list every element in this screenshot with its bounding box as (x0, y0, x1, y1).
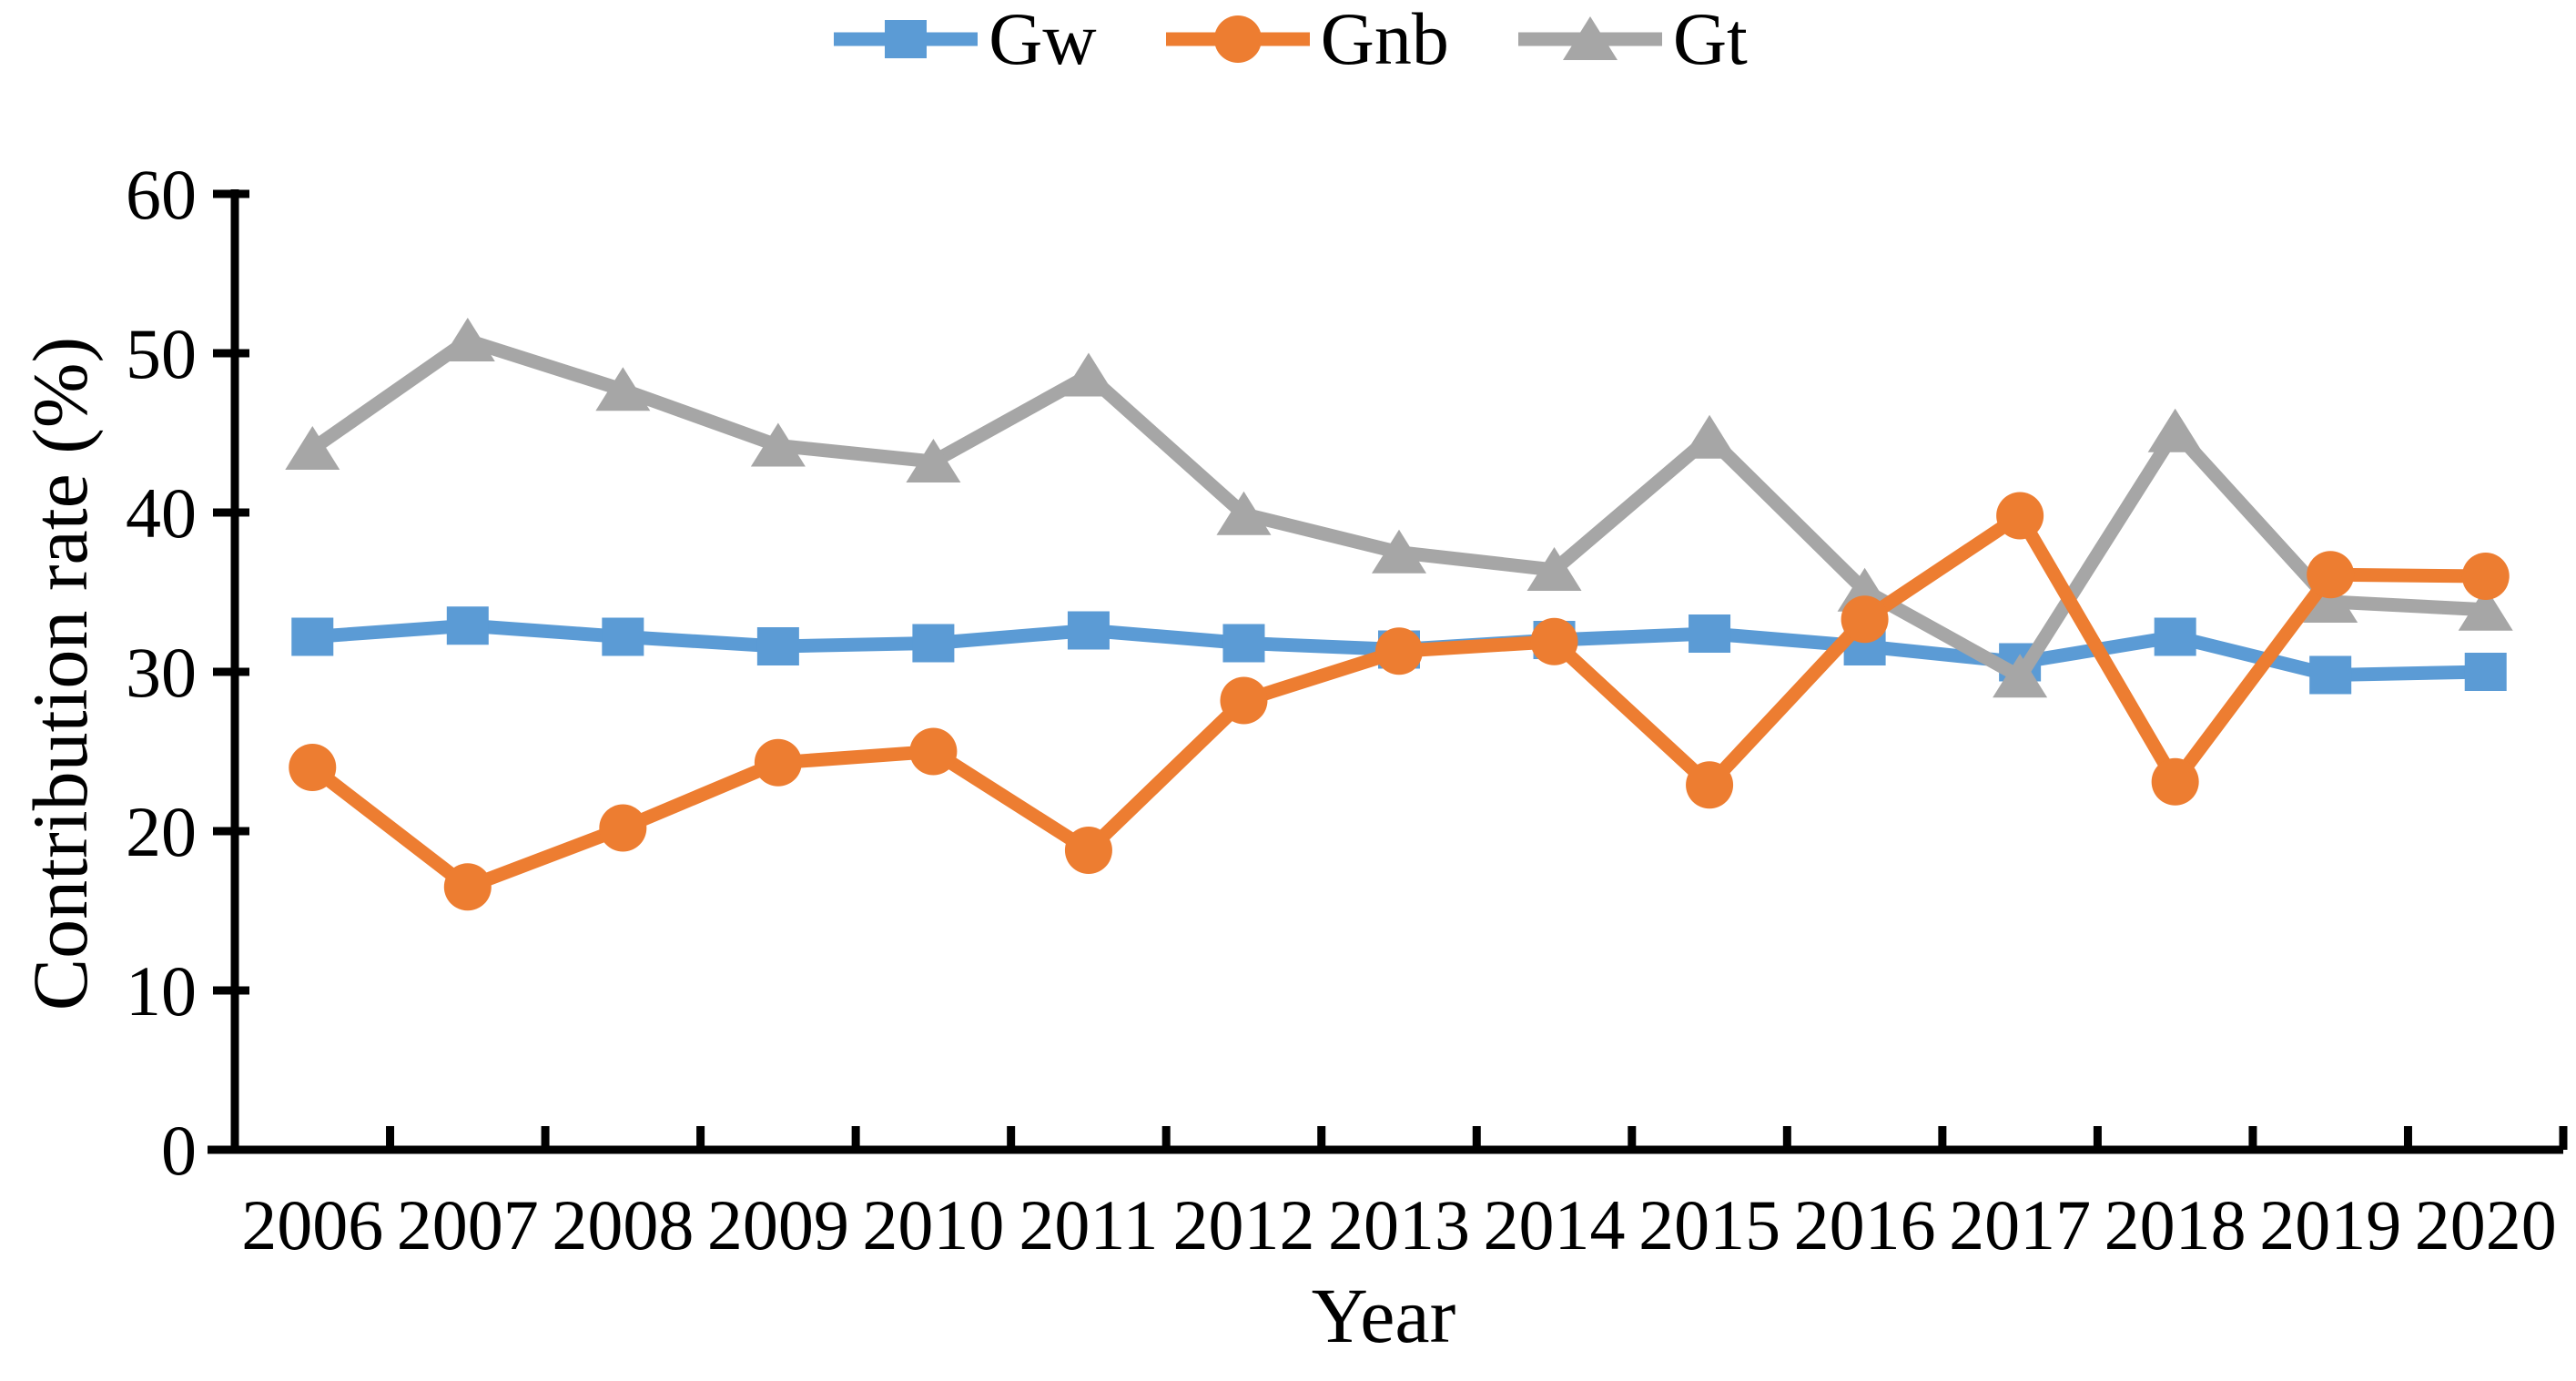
series-Gw-square-marker (1689, 614, 1731, 653)
y-tick-label: 50 (126, 314, 197, 393)
series-Gw-square-marker (1067, 611, 1110, 650)
series-Gt-triangle-marker (285, 426, 340, 470)
series-Gt-triangle-marker (1060, 352, 1116, 397)
y-tick-label: 10 (126, 951, 197, 1031)
x-axis-title: Year (1311, 1272, 1456, 1359)
series-Gnb-circle-marker (599, 804, 647, 852)
triangle-marker-icon (1517, 16, 1662, 60)
series-Gnb-circle-marker (1841, 595, 1889, 644)
x-tick-label: 2008 (552, 1185, 694, 1264)
x-tick-label: 2011 (1019, 1185, 1158, 1264)
legend-square-icon (885, 20, 928, 58)
y-tick-label: 40 (126, 473, 197, 553)
series-Gnb-circle-marker (1996, 492, 2044, 540)
y-tick-label: 20 (126, 792, 197, 871)
series-Gt-triangle-marker (2303, 579, 2358, 623)
series-Gt-triangle-marker (1216, 491, 1272, 535)
x-tick-label: 2010 (862, 1185, 1004, 1264)
y-tick-label: 30 (126, 633, 197, 712)
series-Gt-triangle-marker (1682, 414, 1738, 459)
legend-item-gw: Gw (828, 0, 1097, 80)
series-Gt-triangle-marker (1993, 654, 2048, 698)
series-Gnb (289, 492, 2510, 911)
x-tick-label: 2019 (2259, 1185, 2401, 1264)
series-Gt-triangle-marker (595, 367, 651, 411)
series-Gnb-circle-marker (909, 727, 958, 776)
x-tick-label: 2015 (1638, 1185, 1780, 1264)
series-Gt-triangle-marker (1372, 529, 1426, 574)
series-Gnb-circle-marker (2151, 757, 2199, 806)
series-Gnb-circle-marker (1375, 627, 1423, 675)
x-tick-label: 2006 (241, 1185, 383, 1264)
x-tick-label: 2014 (1484, 1185, 1626, 1264)
legend-triangle-icon (1562, 16, 1618, 60)
series-Gnb-circle-marker (1220, 676, 1268, 725)
series-Gt-triangle-marker (2147, 408, 2203, 452)
x-tick-label: 2007 (397, 1185, 539, 1264)
x-tick-label: 2012 (1172, 1185, 1314, 1264)
legend-label-gnb: Gnb (1320, 0, 1449, 80)
series-Gnb-circle-marker (1530, 617, 1578, 665)
series-Gt-triangle-marker (440, 318, 495, 361)
series-Gw-square-marker (2464, 653, 2507, 691)
legend-item-gnb: Gnb (1161, 2, 1449, 76)
series-Gt-triangle-marker (750, 422, 806, 467)
series-Gw-square-marker (602, 617, 644, 656)
x-tick-label: 2009 (707, 1185, 849, 1264)
series-Gt-triangle-marker (906, 439, 961, 482)
series-Gnb-circle-marker (1064, 827, 1112, 874)
x-tick-label: 2017 (1949, 1185, 2091, 1264)
legend-label-gw: Gw (989, 0, 1097, 80)
series-Gnb-circle-marker (289, 744, 337, 791)
series-Gt-triangle-marker (2458, 586, 2513, 631)
series-Gnb-circle-marker (754, 738, 802, 787)
series-Gnb-circle-marker (2461, 553, 2510, 600)
x-tick-label: 2018 (2104, 1185, 2246, 1264)
series-Gnb-circle-marker (2307, 551, 2355, 599)
series-Gw-square-marker (1222, 624, 1265, 663)
series-Gt-triangle-marker (1526, 547, 1582, 591)
x-tick-label: 2013 (1328, 1185, 1470, 1264)
circle-marker-icon (1165, 15, 1310, 63)
series-Gw-square-marker (756, 627, 799, 665)
legend: Gw Gnb Gt (0, 2, 2576, 76)
y-tick-label: 0 (161, 1111, 197, 1190)
legend-item-gt: Gt (1513, 2, 1748, 76)
series-Gnb-circle-marker (443, 863, 492, 911)
y-axis-title: Contribution rate (%) (16, 336, 104, 1011)
x-tick-label: 2016 (1794, 1185, 1936, 1264)
series-Gw-square-marker (2154, 617, 2196, 656)
legend-circle-icon (1213, 15, 1262, 63)
x-tick-label: 2020 (2415, 1185, 2557, 1264)
series-Gw-square-marker (2309, 655, 2352, 695)
series-Gw-square-marker (912, 624, 955, 663)
y-tick-label: 60 (126, 155, 197, 234)
legend-label-gt: Gt (1672, 0, 1748, 80)
series-Gw-square-marker (291, 617, 334, 656)
series-Gnb-circle-marker (1686, 761, 1734, 809)
square-marker-icon (834, 20, 979, 58)
series-Gw-square-marker (446, 606, 489, 645)
